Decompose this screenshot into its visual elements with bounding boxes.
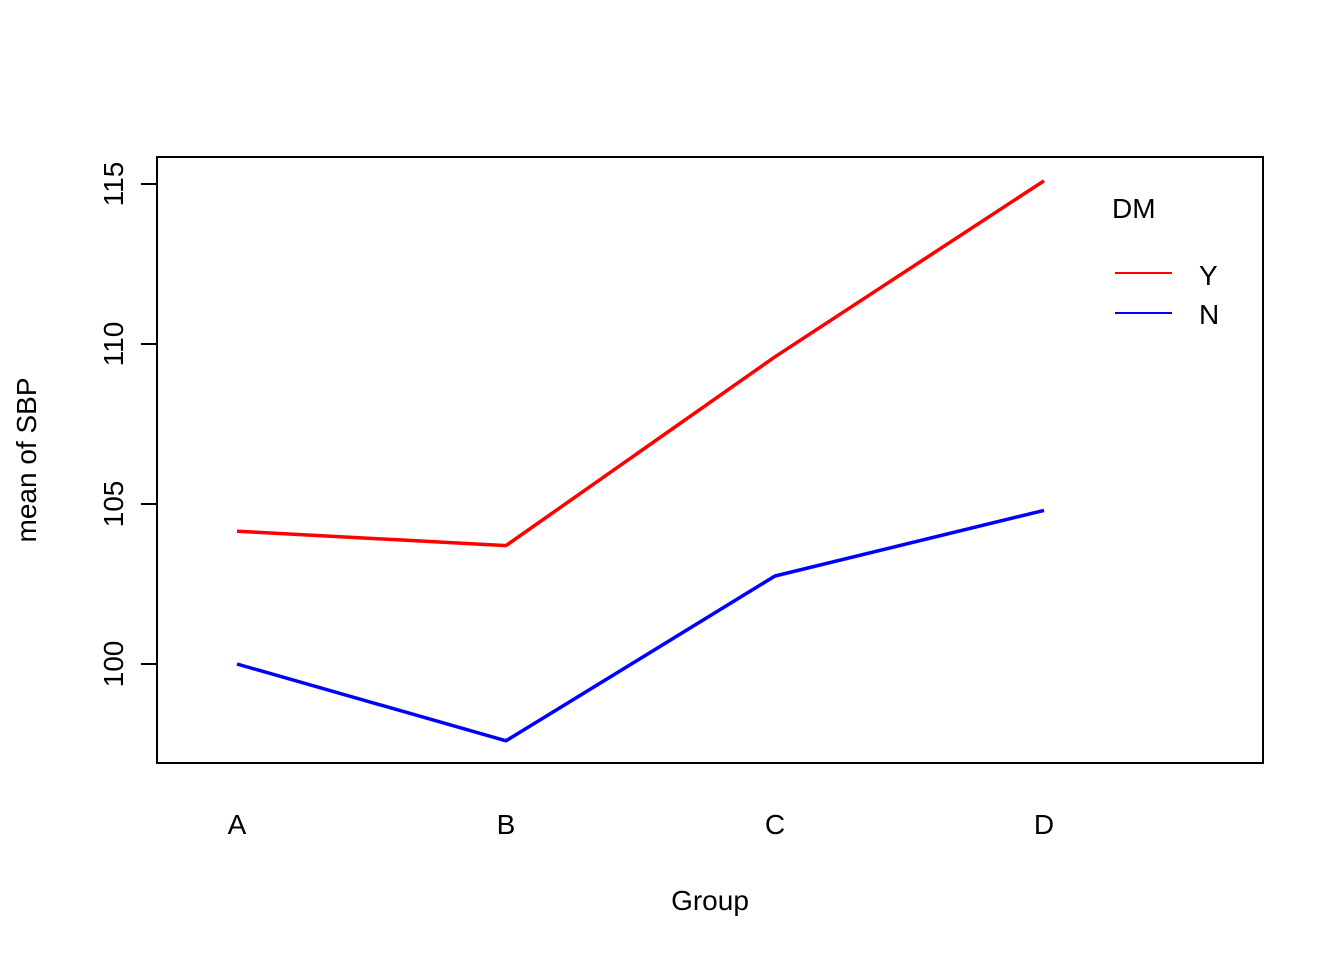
x-tick-label-c: C [765,809,785,840]
y-axis-title: mean of SBP [11,378,42,543]
series-line-y [236,179,1045,548]
legend: DM Y N [1112,193,1219,330]
y-tick-label-115: 115 [98,162,129,207]
series-line-n [236,508,1045,743]
y-tick-label-110: 110 [98,322,129,367]
x-tick-label-a: A [228,809,247,840]
y-axis: 100 105 110 115 [98,162,158,688]
y-tick-label-105: 105 [98,481,129,528]
x-tick-labels: A B C D [228,809,1054,840]
legend-label-y: Y [1199,260,1218,291]
legend-label-n: N [1199,299,1219,330]
plot-frame [156,156,1264,764]
y-tick-label-100: 100 [98,641,129,688]
x-axis-title: Group [671,885,749,916]
x-tick-label-d: D [1034,809,1054,840]
legend-title: DM [1112,193,1156,224]
series-lines [236,179,1045,743]
x-tick-label-b: B [497,809,516,840]
